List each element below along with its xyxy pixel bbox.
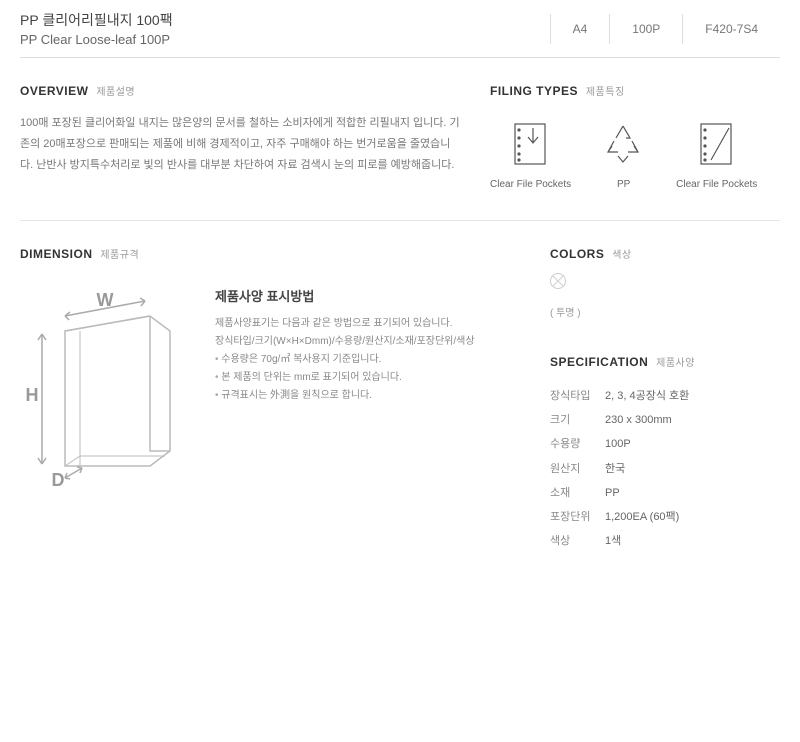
color-label: ( 투명 ) <box>550 304 780 319</box>
dim-desc-bullet: 규격표시는 外測을 원칙으로 합니다. <box>215 387 475 405</box>
dim-desc-line: 제품사양표기는 다음과 같은 방법으로 표기되어 있습니다. <box>215 315 475 333</box>
spec-row: 장식타입2, 3, 4공장식 호환 <box>550 384 780 408</box>
filing-item: PP <box>596 116 651 190</box>
dimension-title-sub: 제품규격 <box>100 250 139 261</box>
colors-title-sub: 색상 <box>612 250 631 261</box>
file-pocket-icon <box>503 116 558 171</box>
divider <box>20 220 780 221</box>
overview-text: 100매 포장된 클리어화일 내지는 많은양의 문서를 철하는 소비자에게 적합… <box>20 113 460 176</box>
dimension-title: DIMENSION 제품규격 <box>20 246 530 261</box>
filing-item: Clear File Pockets <box>676 116 757 190</box>
header-cell-size: A4 <box>550 14 610 44</box>
spec-table: 장식타입2, 3, 4공장식 호환 크기230 x 300mm 수용량100P … <box>550 384 780 553</box>
dimension-diagram: W H D <box>20 286 190 496</box>
header-cell-capacity: 100P <box>609 14 682 44</box>
spec-row: 원산지한국 <box>550 457 780 481</box>
overview-title: OVERVIEW 제품설명 <box>20 83 460 98</box>
spec-row: 포장단위1,200EA (60팩) <box>550 505 780 529</box>
filing-title: FILING TYPES 제품특징 <box>490 83 780 98</box>
spec-title-sub: 제품사양 <box>656 358 695 369</box>
spec-title-main: SPECIFICATION <box>550 355 648 369</box>
dim-desc-bullet: 수용량은 70g/㎡ 복사용지 기준입니다. <box>215 351 475 369</box>
spec-row: 수용량100P <box>550 432 780 456</box>
overview-title-main: OVERVIEW <box>20 84 88 98</box>
dim-desc-bullet: 본 제품의 단위는 mm로 표기되어 있습니다. <box>215 369 475 387</box>
colors-title-main: COLORS <box>550 247 604 261</box>
filing-label: Clear File Pockets <box>490 179 571 190</box>
spec-row: 색상1색 <box>550 529 780 553</box>
filing-item: Clear File Pockets <box>490 116 571 190</box>
spec-title: SPECIFICATION 제품사양 <box>550 354 780 369</box>
clear-pocket-icon <box>689 116 744 171</box>
spec-row: 소재PP <box>550 481 780 505</box>
colors-title: COLORS 색상 <box>550 246 780 261</box>
svg-text:H: H <box>26 385 39 405</box>
header-cell-code: F420-7S4 <box>682 14 780 44</box>
spec-row: 크기230 x 300mm <box>550 408 780 432</box>
filing-label: Clear File Pockets <box>676 179 757 190</box>
recycle-icon <box>596 116 651 171</box>
product-header: PP 클리어리필내지 100팩 PP Clear Loose-leaf 100P… <box>20 10 780 58</box>
color-swatch-transparent <box>550 273 566 289</box>
dimension-title-main: DIMENSION <box>20 247 93 261</box>
filing-label: PP <box>596 179 651 190</box>
title-kr: PP 클리어리필내지 100팩 <box>20 10 550 30</box>
filing-title-sub: 제품특징 <box>586 87 625 98</box>
svg-text:D: D <box>52 470 65 490</box>
filing-title-main: FILING TYPES <box>490 84 578 98</box>
dim-desc-line: 장식타입/크기(W×H×Dmm)/수용량/원산지/소재/포장단위/색상 <box>215 333 475 351</box>
dimension-description: 제품사양 표시방법 제품사양표기는 다음과 같은 방법으로 표기되어 있습니다.… <box>215 286 475 405</box>
title-en: PP Clear Loose-leaf 100P <box>20 32 550 47</box>
dim-desc-heading: 제품사양 표시방법 <box>215 286 475 305</box>
overview-title-sub: 제품설명 <box>96 87 135 98</box>
